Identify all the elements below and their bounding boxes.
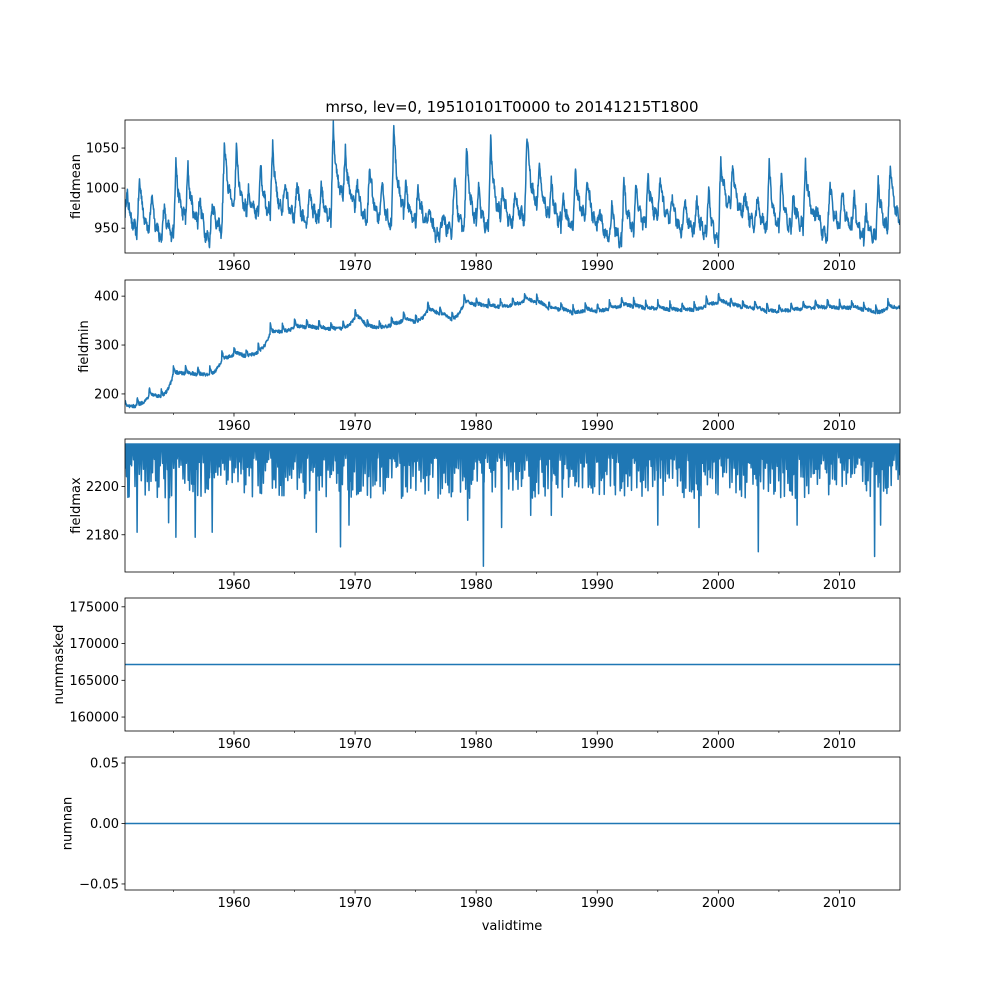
x-tick-label: 1970 [339, 419, 372, 434]
x-tick-label: 1990 [581, 578, 614, 593]
x-tick-label: 2000 [702, 896, 735, 911]
x-tick-label: 2010 [823, 578, 856, 593]
chart-title: mrso, lev=0, 19510101T0000 to 20141215T1… [325, 98, 698, 116]
y-tick-label: 1050 [86, 142, 119, 157]
x-tick-label: 1990 [581, 896, 614, 911]
x-tick-label: 2010 [823, 896, 856, 911]
x-tick-label: 2010 [823, 419, 856, 434]
x-tick-label: 2000 [702, 259, 735, 274]
y-axis-label: numnan [61, 797, 76, 851]
series-line-fieldmean [125, 120, 900, 249]
subplot-fieldmin: 1960 1970 1980 1990 2000 2010 200 300 400fieldmi… [77, 279, 901, 434]
y-tick-label: 0.05 [90, 757, 119, 772]
y-axis-label: nummasked [52, 625, 67, 705]
y-tick-label: 0.00 [90, 817, 119, 832]
subplot-fieldmean: 1960 1970 1980 1990 2000 2010 950 1000 1050field… [69, 119, 901, 274]
y-tick-label: 400 [94, 290, 119, 305]
axes-frame [124, 119, 901, 254]
x-tick-label: 1970 [339, 896, 372, 911]
x-tick-label: 1990 [581, 259, 614, 274]
x-tick-label: 1980 [460, 419, 493, 434]
axes-frame [124, 438, 901, 573]
y-axis-label: fieldmean [69, 154, 84, 219]
x-tick-label: 1980 [460, 578, 493, 593]
y-tick-label: −0.05 [79, 877, 119, 892]
x-tick-label: 2010 [823, 737, 856, 752]
y-tick-label: 1000 [86, 182, 119, 197]
axes-frame [124, 279, 901, 414]
y-tick-label: 165000 [69, 674, 119, 689]
x-tick-label: 2000 [702, 578, 735, 593]
x-tick-label: 1960 [217, 578, 250, 593]
x-tick-label: 1990 [581, 419, 614, 434]
y-axis-label: fieldmin [77, 320, 92, 373]
x-tick-label: 1990 [581, 737, 614, 752]
subplot-nummasked: 1960 1970 1980 1990 2000 2010 160000 165000 1700… [52, 597, 901, 752]
x-tick-label: 1980 [460, 259, 493, 274]
x-tick-label: 1960 [217, 259, 250, 274]
x-tick-label: 1970 [339, 578, 372, 593]
subplot-numnan: 1960 1970 1980 1990 2000 2010 −0.05 0.00 0.05 num… [61, 757, 901, 911]
x-tick-label: 2000 [702, 419, 735, 434]
x-tick-label: 1960 [217, 737, 250, 752]
x-tick-label: 1970 [339, 259, 372, 274]
x-tick-label: 1960 [217, 419, 250, 434]
y-tick-label: 175000 [69, 600, 119, 615]
y-tick-label: 950 [94, 222, 119, 237]
y-axis-label: fieldmax [69, 477, 84, 534]
series-line-fieldmax [125, 444, 900, 567]
y-tick-label: 170000 [69, 637, 119, 652]
x-tick-label: 1970 [339, 737, 372, 752]
x-tick-label: 2000 [702, 737, 735, 752]
y-tick-label: 2180 [86, 528, 119, 543]
x-tick-label: 1960 [217, 896, 250, 911]
y-tick-label: 160000 [69, 711, 119, 726]
y-tick-label: 300 [94, 339, 119, 354]
x-tick-label: 1980 [460, 896, 493, 911]
axes-frame [124, 597, 901, 732]
x-tick-label: 1980 [460, 737, 493, 752]
y-tick-label: 2200 [86, 480, 119, 495]
x-axis-label: validtime [482, 919, 543, 934]
x-tick-label: 2010 [823, 259, 856, 274]
series-line-fieldmin [125, 292, 900, 409]
y-tick-label: 200 [94, 387, 119, 402]
